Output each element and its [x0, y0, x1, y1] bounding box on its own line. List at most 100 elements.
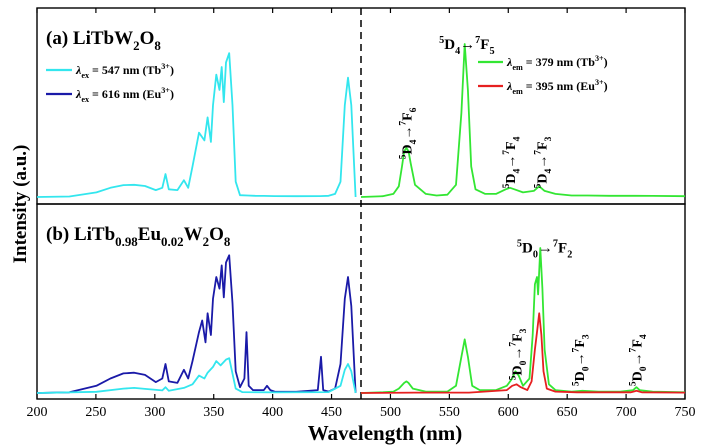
x-tick-label: 200: [27, 405, 48, 420]
transition-label-part: →: [538, 241, 553, 257]
x-tick-label: 400: [262, 405, 283, 420]
panel-title-part: O: [140, 28, 155, 49]
transition-label-part: D: [504, 174, 519, 184]
y-axis-label: Intensity (a.u.): [10, 145, 31, 264]
legend-entry-part: λ: [506, 79, 513, 93]
transition-label-part: F: [400, 112, 415, 121]
transition-label-part: F: [511, 333, 526, 342]
x-tick-label: 500: [380, 405, 401, 420]
axis-layer: 200 250 300 350 400 450 500 550 600 650 700 750: [27, 8, 696, 420]
transition-label-part: 5: [502, 183, 512, 188]
transition-label-part: 3: [519, 328, 529, 333]
transition-label-part: 0: [582, 366, 592, 371]
transition-label-part: D: [630, 371, 645, 381]
transition-label-part: 3: [582, 334, 592, 339]
panel-title-part: 2: [203, 234, 209, 249]
transition-label-part: 0: [639, 366, 649, 371]
transition-label-part: 7: [399, 121, 409, 126]
panel-title-part: Eu: [138, 224, 162, 245]
transition-label: 5D0→7F3: [509, 328, 529, 380]
transition-label-part: D: [444, 37, 455, 53]
transition-label-part: 4: [639, 334, 649, 339]
transition-label-part: 4: [455, 46, 460, 57]
legend-entry-part: = 616 nm (Eu: [89, 87, 162, 101]
transition-label-part: 5: [399, 154, 409, 159]
transition-label-part: D: [573, 371, 588, 381]
transition-label-part: 3: [544, 136, 554, 141]
transition-label: 5D0→7F3: [571, 334, 591, 386]
transition-label-part: 7: [509, 342, 519, 347]
transition-label-part: 7: [534, 150, 544, 155]
transition-label-part: 7: [502, 150, 512, 155]
plot-frames: [36, 7, 686, 400]
transition-label-part: 7: [475, 35, 480, 46]
legend-entry-part: λ: [75, 87, 82, 101]
transition-label-part: 2: [567, 250, 572, 261]
transition-label-part: 5: [517, 238, 522, 249]
legend-entry: λex = 547 nm (Tb3+): [75, 62, 174, 80]
series-layer: [36, 43, 686, 394]
series-line-left: [36, 357, 357, 394]
legend-entry-part: 3+: [161, 62, 170, 71]
transition-label-part: →: [460, 37, 475, 53]
transition-label-part: 5: [571, 381, 581, 386]
transition-label-part: 0: [533, 250, 538, 261]
transition-label-part: F: [535, 141, 550, 150]
x-axis-label: Wavelength (nm): [308, 421, 463, 445]
transition-label-part: →: [400, 126, 415, 140]
series-line-right: [360, 43, 686, 198]
transition-label: 5D4→7F3: [534, 136, 554, 188]
legend-entry-part: 3+: [595, 54, 604, 63]
legend-entry-part: em: [512, 63, 523, 72]
transition-label-part: 7: [571, 347, 581, 352]
series-line-left: [36, 254, 357, 394]
transition-label-part: 5: [534, 183, 544, 188]
x-tick-label: 600: [498, 405, 519, 420]
panel-title-part: 8: [224, 234, 231, 249]
transition-label-part: D: [522, 241, 533, 257]
panel-title-part: 8: [154, 38, 161, 53]
legend-entry-part: em: [512, 87, 523, 96]
legend-entry-part: ): [604, 79, 608, 93]
transition-label-part: 4: [512, 136, 522, 141]
transition-label-part: 5: [439, 35, 444, 46]
transition-label-part: 6: [409, 107, 419, 112]
x-tick-label: 350: [203, 405, 224, 420]
transition-label-part: →: [573, 352, 588, 366]
legend-entry-part: ): [604, 55, 608, 69]
legend-entry-part: λ: [75, 63, 82, 77]
transition-label-part: 7: [629, 347, 639, 352]
panel-title-part: 2: [133, 38, 139, 53]
transition-label-part: D: [511, 365, 526, 375]
legend-entry-part: ex: [81, 71, 90, 80]
transition-label: 5D4→7F4: [502, 136, 522, 188]
legend-entry: λex = 616 nm (Eu3+): [75, 86, 174, 104]
panel-title-part: W: [184, 224, 203, 245]
transition-label-part: 5: [489, 46, 494, 57]
series-line-right: [360, 312, 686, 394]
x-tick-label: 750: [675, 405, 696, 420]
transition-label-part: →: [535, 155, 550, 169]
legend-entry: λem = 395 nm (Eu3+): [506, 78, 608, 96]
transition-label-part: →: [630, 352, 645, 366]
transition-label-part: D: [400, 144, 415, 154]
panel-title-part: 0.02: [161, 234, 184, 249]
x-tick-label: 700: [616, 405, 637, 420]
transition-label-part: →: [504, 155, 519, 169]
transition-label: 5D4→7F5: [439, 35, 494, 57]
x-tick-label: 650: [557, 405, 578, 420]
panel-title-part: O: [209, 224, 224, 245]
panel-title: (b) LiTb0.98Eu0.02W2O8: [46, 224, 231, 249]
legend-entry-part: = 395 nm (Eu: [523, 79, 596, 93]
legend-entry-part: = 379 nm (Tb: [523, 55, 596, 69]
x-tick-label: 450: [321, 405, 342, 420]
transition-label-part: →: [511, 347, 526, 361]
transition-label: 5D4→7F6: [399, 107, 419, 159]
transition-label-part: 7: [553, 238, 558, 249]
transition-label-part: F: [630, 339, 645, 348]
transition-label-part: 0: [519, 360, 529, 365]
legend-entry-part: 3+: [161, 86, 170, 95]
transition-label-part: F: [504, 141, 519, 150]
